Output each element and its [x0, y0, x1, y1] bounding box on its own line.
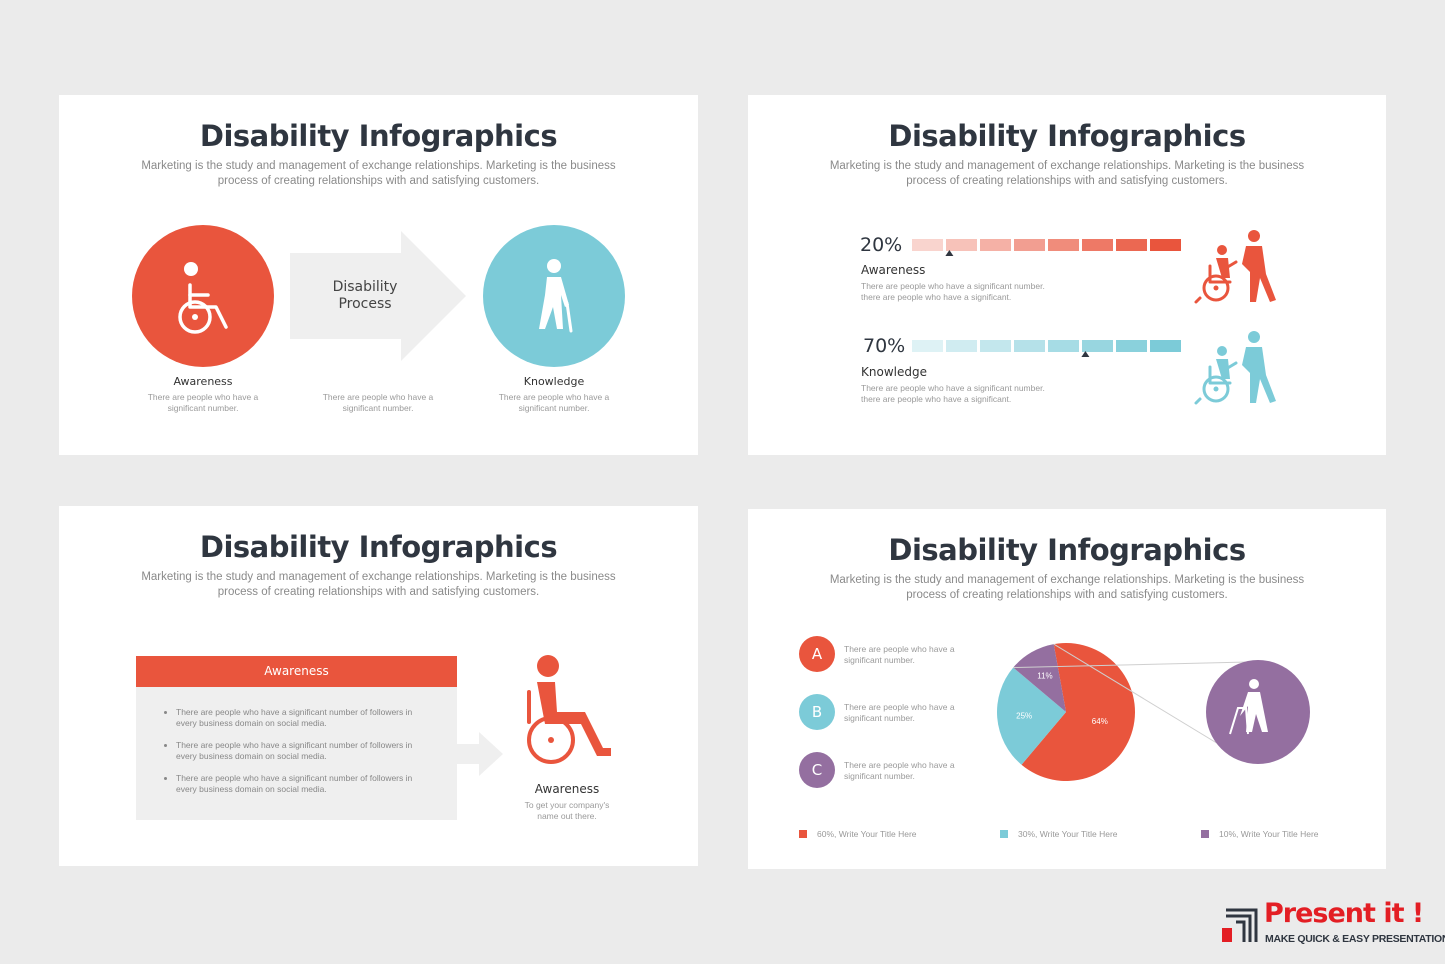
legend-item: 60%, Write Your Title Here: [817, 829, 917, 839]
knowledge-label: Knowledge: [523, 375, 585, 388]
item-a: A: [799, 636, 835, 672]
knowledge-text: There are people who have a significant …: [861, 383, 1045, 404]
knowledge-circle: [483, 225, 625, 367]
bar-segment: [1082, 239, 1113, 251]
process-arrow: [290, 231, 468, 361]
slide-title: Disability Infographics: [888, 533, 1246, 567]
panel-header: Awareness: [136, 656, 457, 687]
bar-segment: [912, 239, 943, 251]
wheelchair-icon: [132, 225, 274, 367]
brand-mark-icon: [1222, 908, 1258, 942]
legend-swatch: [799, 830, 807, 838]
item-badge: C: [799, 752, 835, 788]
awareness-text: There are people who have a significant …: [147, 392, 259, 413]
pie-svg: 64% 25% 11%: [997, 643, 1310, 781]
bar-segment: [946, 340, 977, 352]
value-marker: [945, 250, 954, 256]
list-item: There are people who have a significant …: [176, 773, 427, 795]
panel-bullets: There are people who have a significant …: [136, 707, 457, 795]
knowledge-text: There are people who have a significant …: [498, 392, 610, 413]
pie-slice: [1021, 643, 1135, 781]
list-item: There are people who have a significant …: [176, 707, 427, 729]
icon-label: Awareness: [534, 782, 600, 796]
slide-subtitle: Marketing is the study and management of…: [829, 574, 1305, 601]
knowledge-label: Knowledge: [861, 365, 927, 379]
bar-segment: [1116, 239, 1147, 251]
bar-segment: [1014, 340, 1045, 352]
slice-label: 11%: [1037, 672, 1052, 681]
legend-item: 30%, Write Your Title Here: [1018, 829, 1118, 839]
bar-segment: [1150, 340, 1181, 352]
awareness-text: There are people who have a significant …: [861, 281, 1045, 302]
slide-list: Disability Infographics Marketing is the…: [59, 506, 698, 866]
bar-segment: [1150, 239, 1181, 251]
awareness-circle: [132, 225, 274, 367]
brand-name: Present it !: [1264, 898, 1424, 929]
legend-swatch: [1000, 830, 1008, 838]
slide-subtitle: Marketing is the study and management of…: [141, 571, 616, 598]
item-text: There are people who have a significant …: [844, 702, 955, 723]
legend-swatch: [1201, 830, 1209, 838]
list-item: There are people who have a significant …: [176, 740, 427, 762]
legend-item: 10%, Write Your Title Here: [1219, 829, 1319, 839]
knowledge-bar: [912, 340, 1184, 360]
item-text: There are people who have a significant …: [844, 760, 955, 781]
item-b: B: [799, 694, 835, 730]
item-badge: A: [799, 636, 835, 672]
bar-segment: [1048, 239, 1079, 251]
awareness-bar: [912, 239, 1184, 259]
item-c: C: [799, 752, 835, 788]
walker-icon: [1229, 679, 1268, 735]
slide-progress: Disability Infographics Marketing is the…: [748, 95, 1386, 455]
caregiver-wheelchair-icon: [1192, 228, 1282, 308]
bar-segment: [912, 340, 943, 352]
slide-title: Disability Infographics: [888, 119, 1246, 153]
bar-segment: [1014, 239, 1045, 251]
bar-segment: [980, 340, 1011, 352]
slide-subtitle: Marketing is the study and management of…: [829, 160, 1305, 187]
pie-chart: 64% 25% 11%: [996, 637, 1336, 787]
brand-tagline: MAKE QUICK & EASY PRESENTATIONS: [1265, 933, 1445, 945]
slide-subtitle: Marketing is the study and management of…: [141, 160, 616, 187]
bar-segment: [1116, 340, 1147, 352]
value-marker: [1081, 351, 1090, 357]
bar-segment: [980, 239, 1011, 251]
slide-title: Disability Infographics: [199, 530, 558, 564]
awareness-panel: Awareness There are people who have a si…: [136, 656, 457, 820]
slide-pie: Disability Infographics Marketing is the…: [748, 509, 1386, 869]
item-text: There are people who have a significant …: [844, 644, 955, 665]
pie-slice: [1013, 644, 1066, 712]
process-label: Disability Process: [332, 279, 398, 312]
slice-label: 25%: [1016, 712, 1032, 721]
bar-segment: [1082, 340, 1113, 352]
slide-process: Disability Infographics Marketing is the…: [59, 95, 698, 455]
connector-line: [1013, 661, 1249, 669]
awareness-percent: 20%: [860, 234, 903, 256]
icon-text: To get your company's name out there.: [524, 800, 610, 821]
slice-label: 64%: [1092, 717, 1108, 726]
connector-line: [1053, 643, 1249, 763]
awareness-label: Awareness: [173, 375, 233, 388]
bar-segment: [946, 239, 977, 251]
process-text: There are people who have a significant …: [322, 392, 434, 413]
slide-title: Disability Infographics: [199, 119, 558, 153]
pie-slice: [997, 667, 1066, 765]
panel-arrow: [449, 732, 505, 776]
caregiver-wheelchair-icon: [1192, 329, 1282, 409]
bar-segment: [1048, 340, 1079, 352]
wheelchair-icon: [523, 652, 613, 770]
brand-logo: Present it ! MAKE QUICK & EASY PRESENTAT…: [1222, 898, 1445, 948]
awareness-label: Awareness: [861, 263, 926, 277]
knowledge-percent: 70%: [863, 335, 906, 357]
elderly-cane-icon: [483, 225, 625, 367]
item-badge: B: [799, 694, 835, 730]
